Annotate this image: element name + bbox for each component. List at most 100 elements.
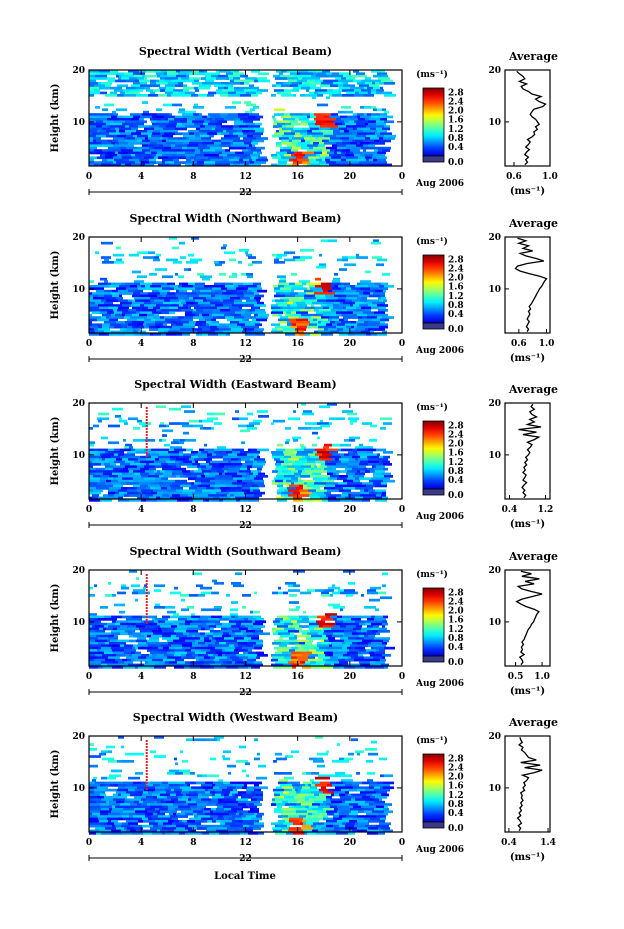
heatmap-cell	[313, 146, 317, 150]
heatmap-cell	[253, 615, 258, 619]
heatmap-cell	[107, 125, 110, 128]
heatmap-cell	[321, 618, 333, 621]
heatmap-cell	[173, 613, 179, 616]
heatmap-cell	[282, 651, 291, 655]
heatmap-cell	[177, 661, 185, 664]
heatmap-cell	[180, 808, 191, 811]
heatmap-cell	[183, 489, 195, 493]
heatmap-cell	[123, 158, 129, 162]
heatmap-cell	[279, 130, 291, 133]
heatmap-cell	[365, 82, 372, 85]
heatmap-cell	[124, 446, 129, 449]
heatmap-cell	[310, 786, 317, 790]
heatmap-cell	[307, 810, 317, 814]
heatmap-cell	[222, 788, 233, 792]
heatmap-cell	[195, 479, 201, 483]
heatmap-cell	[171, 86, 175, 90]
heatmap-cell	[166, 125, 169, 128]
heatmap-cell	[333, 304, 339, 307]
heatmap-cell	[333, 625, 340, 628]
heatmap-cell	[154, 256, 159, 259]
heatmap-cell	[192, 496, 201, 500]
heatmap-cell	[165, 620, 173, 624]
heatmap-cell	[175, 627, 187, 631]
heatmap-cell	[363, 632, 366, 636]
heatmap-cell	[129, 634, 133, 638]
heatmap-cell	[149, 325, 156, 329]
heatmap-cell	[137, 275, 147, 279]
heatmap-cell	[369, 786, 374, 790]
heatmap-cell	[236, 786, 242, 790]
heatmap-cell	[289, 137, 292, 140]
heatmap-cell	[367, 630, 372, 633]
heatmap-cell	[141, 654, 149, 657]
heatmap-cell	[332, 323, 337, 327]
heatmap-cell	[322, 158, 325, 162]
heatmap-cell	[298, 84, 309, 88]
heatmap-cell	[211, 318, 216, 322]
heatmap-cell	[355, 458, 358, 461]
heatmap-cell	[116, 72, 124, 76]
heatmap-cell	[380, 118, 387, 121]
heatmap-cell	[249, 422, 260, 425]
heatmap-cell	[376, 156, 387, 160]
heatmap-cell	[291, 656, 297, 660]
heatmap-cell	[171, 441, 179, 445]
heatmap-cell	[162, 634, 171, 638]
heatmap-cell	[342, 94, 354, 97]
heatmap-cell	[185, 154, 195, 157]
heatmap-cell	[116, 304, 122, 307]
heatmap-cell	[145, 416, 148, 418]
heatmap-cell	[164, 443, 170, 447]
heatmap-cell	[232, 630, 241, 633]
heatmap-cell	[243, 289, 247, 293]
heatmap-cell	[246, 253, 252, 257]
heatmap-cell	[302, 412, 314, 416]
heatmap-cell	[247, 427, 257, 430]
heatmap-cell	[113, 113, 118, 116]
heatmap-cell	[233, 125, 236, 128]
heatmap-cell	[284, 70, 287, 73]
colorbar-tick-label: 2.0	[448, 107, 464, 117]
profile-x-tick-label: 0.6	[511, 339, 527, 349]
heatmap-cell	[165, 161, 168, 164]
heatmap-cell	[178, 306, 188, 310]
heatmap-cell	[250, 134, 253, 138]
heatmap-cell	[346, 294, 358, 298]
heatmap-cell	[100, 115, 111, 119]
heatmap-cell	[230, 163, 233, 167]
heatmap-cell	[162, 465, 172, 469]
heatmap-cell	[297, 656, 308, 660]
heatmap-cell	[331, 309, 342, 312]
heatmap-cell	[223, 750, 231, 754]
heatmap-cell	[100, 499, 112, 502]
heatmap-cell	[199, 113, 202, 116]
heatmap-cell	[252, 465, 263, 469]
heatmap-cell	[360, 299, 367, 303]
heatmap-cell	[89, 642, 98, 645]
heatmap-cell	[224, 448, 232, 452]
heatmap-cell	[367, 589, 376, 592]
heatmap-cell	[367, 323, 379, 327]
heatmap-cell	[247, 412, 253, 416]
heatmap-cell	[89, 84, 94, 88]
heatmap-cell	[151, 455, 158, 459]
heatmap-cell	[114, 460, 125, 464]
heatmap-cell	[110, 91, 117, 95]
heatmap-cell	[364, 817, 370, 821]
heatmap-cell	[281, 489, 284, 493]
heatmap-cell	[374, 800, 378, 804]
heatmap-cell	[309, 757, 317, 761]
heatmap-cell	[325, 788, 328, 792]
heatmap-cell	[89, 453, 100, 457]
heatmap-cell	[229, 812, 236, 816]
heatmap-cell	[221, 820, 232, 823]
heatmap-cell	[342, 615, 354, 619]
heatmap-cell	[145, 419, 148, 421]
x-tick-label: 0	[86, 505, 92, 515]
heatmap-cell	[222, 472, 225, 476]
heatmap-cell	[198, 77, 201, 80]
heatmap-cell	[371, 91, 376, 95]
heatmap-cell	[280, 277, 286, 281]
heatmap-cell	[89, 163, 94, 167]
